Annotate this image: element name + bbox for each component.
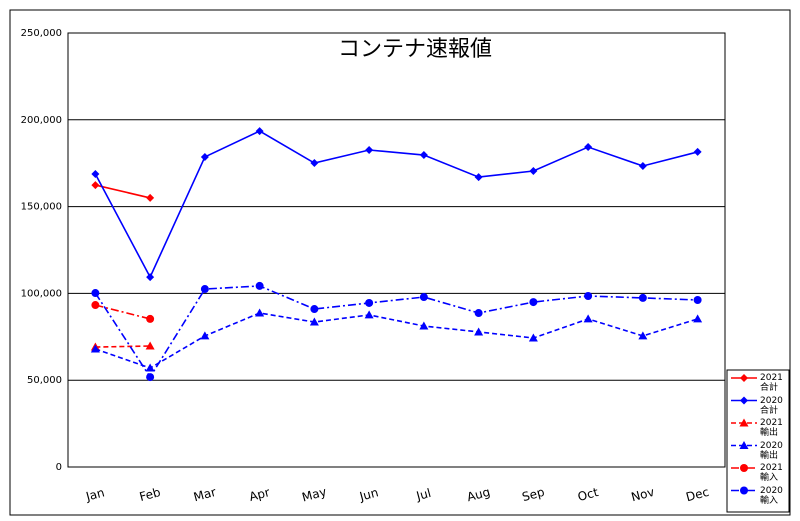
x-tick-label: Jan bbox=[84, 485, 106, 504]
x-tick-label: Sep bbox=[521, 485, 546, 504]
series-line bbox=[95, 304, 151, 320]
marker bbox=[145, 363, 155, 372]
marker bbox=[419, 293, 428, 302]
marker bbox=[200, 331, 210, 340]
marker bbox=[740, 486, 748, 495]
marker bbox=[200, 285, 209, 294]
marker bbox=[740, 374, 748, 382]
marker bbox=[693, 147, 702, 156]
legend-label: 2020 輸出 bbox=[760, 440, 783, 461]
marker bbox=[146, 373, 155, 382]
series-line bbox=[94, 285, 698, 379]
x-tick-label: May bbox=[300, 485, 328, 505]
marker bbox=[419, 321, 429, 330]
x-tick-label: Feb bbox=[138, 485, 162, 504]
marker bbox=[145, 341, 155, 350]
marker bbox=[739, 418, 749, 427]
series-line bbox=[95, 184, 151, 199]
marker bbox=[529, 298, 538, 307]
marker bbox=[200, 152, 209, 161]
marker bbox=[740, 464, 748, 472]
marker bbox=[474, 173, 483, 182]
marker bbox=[474, 327, 484, 336]
marker bbox=[310, 159, 319, 168]
chart-title: コンテナ速報値 bbox=[338, 37, 492, 62]
marker bbox=[146, 314, 155, 323]
x-tick-label: Apr bbox=[248, 485, 272, 504]
marker bbox=[528, 333, 538, 342]
marker bbox=[474, 309, 483, 318]
marker bbox=[584, 143, 593, 152]
marker bbox=[255, 127, 264, 136]
marker bbox=[740, 396, 748, 405]
marker bbox=[638, 161, 647, 170]
legend-label: 2021 輸出 bbox=[760, 418, 783, 438]
y-tick-label: 250,000 bbox=[21, 28, 62, 39]
marker bbox=[638, 331, 648, 340]
y-tick-label: 200,000 bbox=[21, 115, 62, 126]
marker bbox=[146, 273, 155, 282]
x-tick-label: Dec bbox=[684, 485, 710, 505]
x-tick-label: Oct bbox=[576, 485, 600, 504]
marker bbox=[365, 146, 374, 155]
x-tick-label: Jun bbox=[357, 485, 380, 504]
marker bbox=[146, 193, 155, 202]
y-tick-label: 50,000 bbox=[27, 375, 62, 386]
plot-area bbox=[67, 32, 726, 468]
chart-border bbox=[9, 9, 791, 516]
marker bbox=[90, 344, 100, 353]
marker bbox=[310, 305, 319, 314]
legend-label: 2020 合計 bbox=[760, 395, 783, 416]
series-line bbox=[95, 345, 151, 348]
marker bbox=[584, 292, 593, 301]
x-tick-label: Mar bbox=[192, 485, 218, 504]
marker bbox=[364, 310, 374, 319]
y-tick-label: 150,000 bbox=[21, 202, 62, 213]
legend-label: 2021 輸入 bbox=[760, 463, 783, 483]
series-line bbox=[94, 130, 698, 279]
marker bbox=[91, 301, 100, 310]
marker bbox=[255, 308, 265, 317]
marker bbox=[638, 293, 647, 302]
marker bbox=[529, 167, 538, 176]
marker bbox=[309, 317, 319, 326]
legend-label: 2021 合計 bbox=[760, 373, 783, 393]
marker bbox=[255, 281, 264, 290]
marker bbox=[583, 314, 593, 323]
y-tick-label: 0 bbox=[56, 462, 62, 473]
legend-box bbox=[726, 369, 790, 513]
y-tick-label: 100,000 bbox=[21, 288, 62, 299]
x-tick-label: Nov bbox=[630, 485, 656, 505]
marker bbox=[693, 295, 702, 304]
x-tick-label: Jul bbox=[414, 486, 433, 504]
marker bbox=[91, 289, 100, 298]
marker bbox=[365, 298, 374, 307]
marker bbox=[419, 151, 428, 160]
marker bbox=[91, 169, 100, 178]
marker bbox=[739, 441, 749, 449]
marker bbox=[693, 314, 703, 323]
x-tick-label: Aug bbox=[465, 485, 491, 505]
legend-label: 2020 輸入 bbox=[760, 485, 783, 506]
marker bbox=[91, 181, 100, 190]
